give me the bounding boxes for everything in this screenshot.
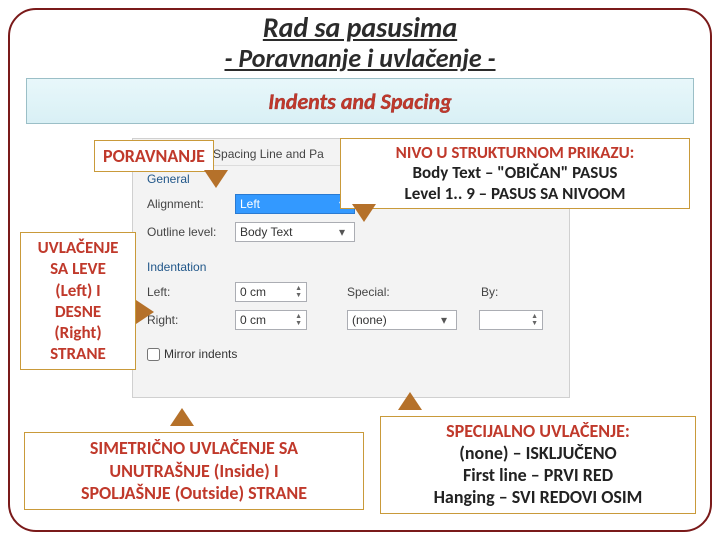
spinner-buttons-icon: ▲▼ — [295, 285, 302, 299]
callout-simetricno-l3: SPOLJAŠNJE (Outside) STRANE — [33, 482, 355, 505]
title-line-1: Rad sa pasusima — [0, 10, 720, 45]
alignment-combo[interactable]: Left ▾ — [235, 194, 355, 214]
outline-level-value: Body Text — [240, 225, 292, 239]
by-label: By: — [481, 285, 521, 299]
callout-specijalno-l2: (none) – ISKLJUČENO — [389, 443, 687, 465]
callout-uvlacenje-l4: DESNE — [29, 301, 127, 322]
callout-poravnanje: PORAVNANJE — [94, 140, 214, 172]
special-combo[interactable]: (none) ▾ — [347, 310, 457, 330]
callout-uvlacenje-l2: SA LEVE — [29, 258, 127, 279]
callout-specijalno-l3: First line – PRVI RED — [389, 465, 687, 487]
callout-nivo: NIVO U STRUKTURNOM PRIKAZU: Body Text – … — [340, 138, 690, 209]
callout-uvlacenje-l3: (Left) I — [29, 280, 127, 301]
indents-spacing-banner: Indents and Spacing — [26, 78, 694, 124]
left-indent-value: 0 cm — [240, 285, 266, 299]
alignment-label: Alignment: — [147, 197, 235, 211]
spinner-buttons-icon: ▲▼ — [295, 313, 302, 327]
callout-uvlacenje-l1: UVLAČENJE — [29, 237, 127, 258]
special-label: Special: — [347, 285, 421, 299]
right-indent-spinner[interactable]: 0 cm ▲▼ — [235, 310, 307, 330]
by-spinner[interactable]: ▲▼ — [479, 310, 543, 330]
right-indent-value: 0 cm — [240, 313, 266, 327]
arrow-icon — [204, 170, 228, 188]
title-line-2: - Poravnanje i uvlačenje - — [0, 42, 720, 74]
mirror-indents-input[interactable] — [147, 348, 160, 361]
callout-uvlacenje-l6: STRANE — [29, 343, 127, 364]
chevron-down-icon: ▾ — [334, 225, 350, 239]
callout-simetricno-l2: UNUTRAŠNJE (Inside) I — [33, 460, 355, 483]
callout-nivo-l1: NIVO U STRUKTURNOM PRIKAZU: — [349, 143, 681, 163]
callout-nivo-l2: Body Text – "OBIČAN" PASUS — [349, 163, 681, 183]
chevron-down-icon: ▾ — [436, 313, 452, 327]
spinner-buttons-icon: ▲▼ — [531, 313, 538, 327]
alignment-value: Left — [240, 197, 260, 211]
arrow-icon — [136, 300, 154, 324]
outline-level-combo[interactable]: Body Text ▾ — [235, 222, 355, 242]
callout-uvlacenje-lr: UVLAČENJE SA LEVE (Left) I DESNE (Right)… — [20, 232, 136, 370]
right-indent-label: Right: — [147, 313, 235, 327]
indents-spacing-label: Indents and Spacing — [268, 88, 452, 115]
callout-simetricno-l1: SIMETRIČNO UVLAČENJE SA — [33, 437, 355, 460]
special-value: (none) — [352, 313, 387, 327]
left-indent-label: Left: — [147, 285, 235, 299]
callout-specijalno: SPECIJALNO UVLAČENJE: (none) – ISKLJUČEN… — [380, 416, 696, 514]
callout-specijalno-l4: Hanging – SVI REDOVI OSIM — [389, 487, 687, 509]
callout-specijalno-l1: SPECIJALNO UVLAČENJE: — [389, 421, 687, 443]
outline-level-label: Outline level: — [147, 225, 235, 239]
arrow-icon — [170, 408, 194, 426]
callout-simetricno: SIMETRIČNO UVLAČENJE SA UNUTRAŠNJE (Insi… — [24, 432, 364, 510]
indentation-section: Indentation — [147, 260, 555, 274]
left-indent-spinner[interactable]: 0 cm ▲▼ — [235, 282, 307, 302]
mirror-indents-label: Mirror indents — [164, 347, 237, 361]
arrow-icon — [352, 204, 376, 222]
callout-nivo-l3: Level 1.. 9 – PASUS SA NIVOOM — [349, 184, 681, 204]
mirror-indents-checkbox[interactable]: Mirror indents — [147, 347, 237, 361]
callout-uvlacenje-l5: (Right) — [29, 322, 127, 343]
arrow-icon — [398, 392, 422, 410]
